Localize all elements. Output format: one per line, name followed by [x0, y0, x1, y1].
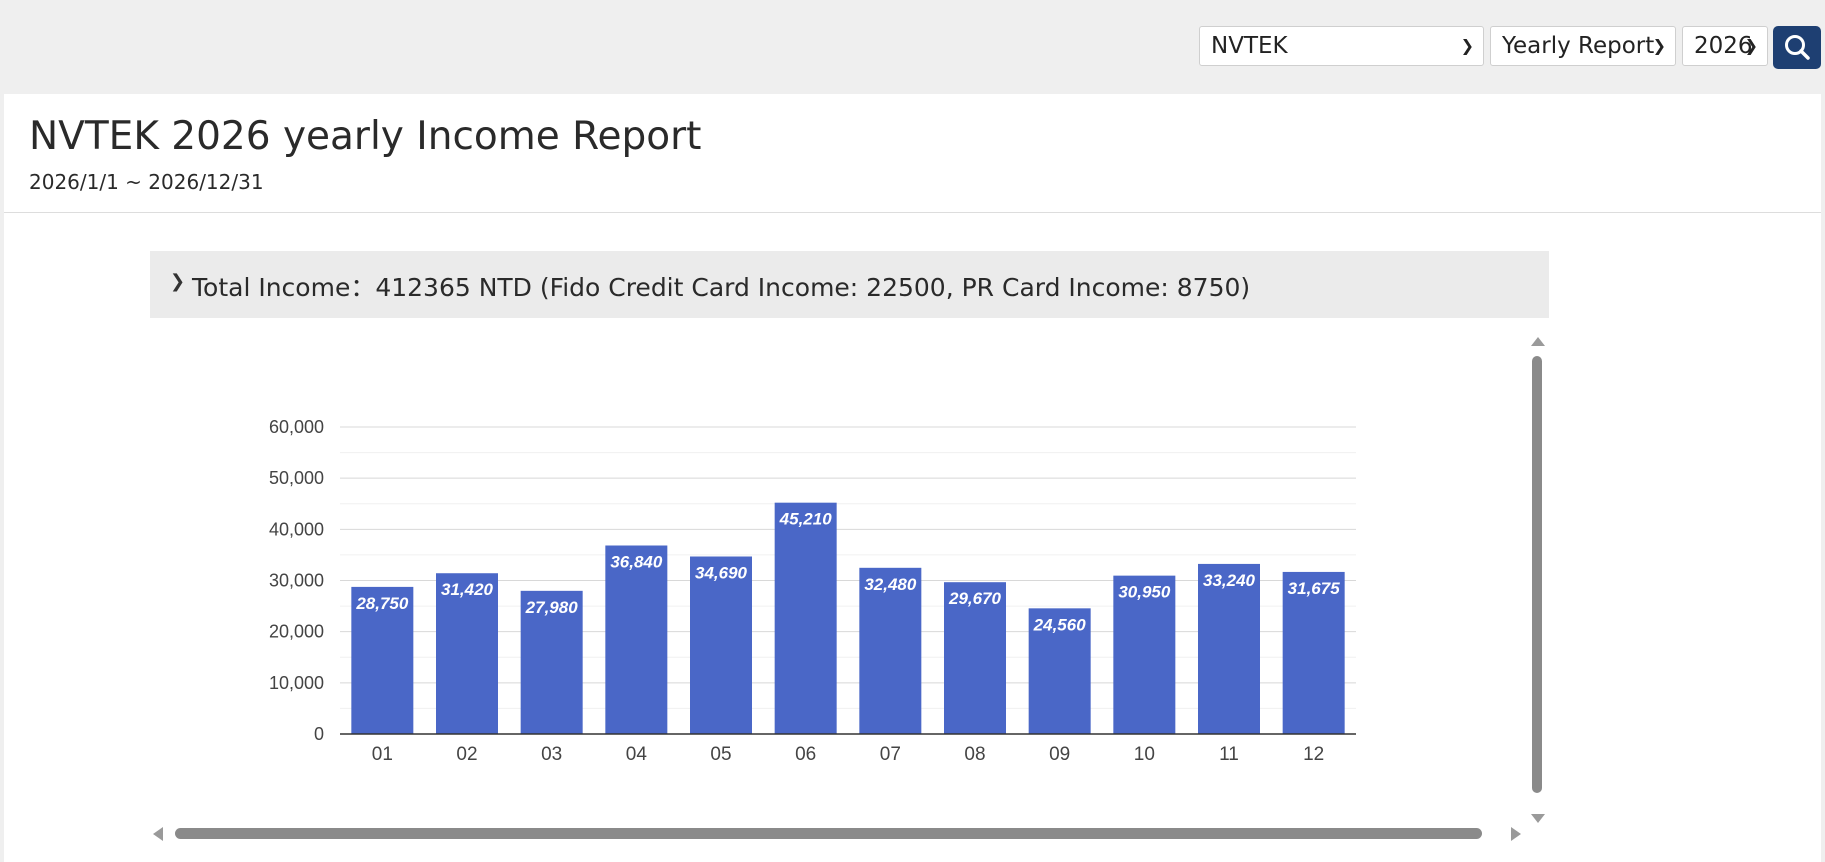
bar-data-label: 29,670	[948, 589, 1002, 608]
x-tick-label: 12	[1303, 744, 1324, 765]
y-tick-label: 20,000	[269, 622, 324, 642]
x-tick-label: 08	[964, 744, 985, 765]
horizontal-scrollbar-thumb[interactable]	[175, 828, 1482, 839]
total-income-summary[interactable]: ❯ Total Income：412365 NTD (Fido Credit C…	[150, 251, 1549, 318]
x-tick-label: 04	[626, 744, 648, 765]
bar	[944, 582, 1006, 734]
bar-data-label: 30,950	[1118, 583, 1171, 602]
company-select-value: NVTEK	[1211, 33, 1288, 59]
scroll-down-arrow-icon[interactable]	[1531, 814, 1545, 823]
bar-data-label: 31,675	[1288, 579, 1341, 598]
date-range: 2026/1/1 ~ 2026/12/31	[29, 170, 264, 194]
bar-data-label: 31,420	[441, 580, 494, 599]
bar	[436, 573, 498, 734]
bar	[605, 545, 668, 734]
chevron-right-icon: ❯	[170, 271, 186, 291]
bar-data-label: 45,210	[779, 510, 833, 529]
divider	[4, 212, 1821, 213]
bar	[520, 590, 583, 734]
x-tick-label: 06	[795, 744, 816, 765]
bar	[1282, 571, 1345, 734]
x-tick-label: 09	[1049, 744, 1070, 765]
y-tick-label: 10,000	[269, 673, 324, 693]
report-card: NVTEK 2026 yearly Income Report 2026/1/1…	[4, 94, 1821, 862]
x-tick-label: 07	[880, 744, 901, 765]
bar	[774, 502, 837, 734]
report-type-select[interactable]: Yearly Report ❯	[1490, 26, 1676, 66]
bar-data-label: 27,980	[525, 598, 579, 617]
bar-data-label: 34,690	[695, 564, 748, 583]
x-tick-label: 05	[710, 744, 731, 765]
bar-data-label: 32,480	[864, 575, 917, 594]
y-tick-label: 50,000	[269, 468, 324, 488]
chevron-down-icon: ❯	[1744, 36, 1758, 55]
page-title: NVTEK 2026 yearly Income Report	[29, 114, 702, 159]
bar	[1113, 575, 1176, 734]
x-tick-label: 11	[1219, 744, 1239, 765]
scroll-left-arrow-icon[interactable]	[153, 827, 163, 841]
x-tick-label: 03	[541, 744, 562, 765]
y-tick-label: 0	[314, 724, 324, 744]
company-select[interactable]: NVTEK ❯	[1199, 26, 1484, 66]
bar	[690, 556, 752, 734]
report-type-select-value: Yearly Report	[1502, 33, 1655, 59]
vertical-scrollbar-thumb[interactable]	[1532, 356, 1542, 793]
scroll-up-arrow-icon[interactable]	[1531, 337, 1545, 346]
bar-data-label: 28,750	[355, 594, 409, 613]
y-tick-label: 60,000	[269, 417, 324, 437]
chevron-down-icon: ❯	[1652, 36, 1666, 55]
scroll-right-arrow-icon[interactable]	[1511, 827, 1521, 841]
x-tick-label: 10	[1134, 744, 1155, 765]
bar-data-label: 33,240	[1203, 571, 1256, 590]
chevron-down-icon: ❯	[1460, 36, 1474, 55]
bar	[859, 567, 922, 734]
year-select[interactable]: 2026 ❯	[1682, 26, 1768, 66]
search-button[interactable]	[1773, 26, 1821, 69]
bar-data-label: 36,840	[610, 553, 663, 572]
monthly-income-chart: 0 10,000 20,000 30,000 40,000 50,000 60,000 28,…	[269, 417, 1356, 765]
y-tick-label: 30,000	[269, 571, 324, 591]
top-toolbar: NVTEK ❯ Yearly Report ❯ 2026 ❯	[0, 0, 1825, 94]
search-icon	[1785, 35, 1810, 60]
bar-data-label: 24,560	[1033, 615, 1087, 634]
bar	[1028, 608, 1091, 734]
bar	[1198, 563, 1260, 734]
bar	[351, 586, 414, 734]
x-tick-label: 01	[372, 744, 393, 765]
year-select-value: 2026	[1694, 33, 1753, 59]
total-income-text: Total Income：412365 NTD (Fido Credit Car…	[192, 273, 1251, 302]
y-tick-label: 40,000	[269, 519, 324, 539]
x-tick-label: 02	[456, 744, 477, 765]
